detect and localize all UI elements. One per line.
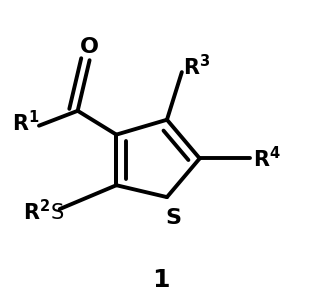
Text: $\mathbf{R^3}$: $\mathbf{R^3}$ bbox=[183, 54, 210, 79]
Text: O: O bbox=[80, 37, 99, 57]
Text: 1: 1 bbox=[152, 269, 170, 292]
Text: $\mathbf{R^4}$: $\mathbf{R^4}$ bbox=[253, 146, 280, 171]
Text: S: S bbox=[165, 208, 181, 228]
Text: $\mathbf{R^2}$S: $\mathbf{R^2}$S bbox=[23, 199, 64, 225]
Text: $\mathbf{R^1}$: $\mathbf{R^1}$ bbox=[12, 110, 39, 135]
